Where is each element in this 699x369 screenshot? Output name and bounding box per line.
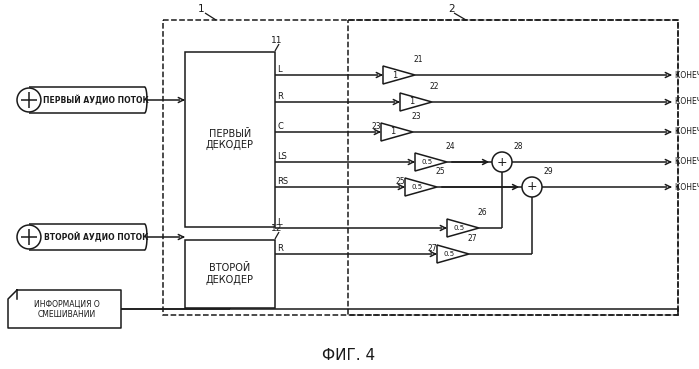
Bar bbox=[29, 224, 147, 250]
Text: 25: 25 bbox=[435, 167, 445, 176]
Text: 21: 21 bbox=[413, 55, 422, 64]
Bar bbox=[185, 52, 275, 227]
Circle shape bbox=[522, 177, 542, 197]
Text: 26: 26 bbox=[477, 208, 487, 217]
Text: 0.5: 0.5 bbox=[454, 225, 465, 231]
Bar bbox=[29, 87, 147, 113]
Circle shape bbox=[17, 225, 41, 249]
Text: КОНЕЧНЫЙ C: КОНЕЧНЫЙ C bbox=[675, 128, 699, 137]
Text: L: L bbox=[277, 218, 282, 227]
Text: 1: 1 bbox=[393, 70, 398, 79]
Polygon shape bbox=[437, 245, 469, 263]
Text: L: L bbox=[277, 65, 282, 74]
Circle shape bbox=[17, 88, 41, 112]
Text: ИНФОРМАЦИЯ О
СМЕШИВАНИИ: ИНФОРМАЦИЯ О СМЕШИВАНИИ bbox=[34, 299, 99, 319]
Text: КОНЕЧНЫЙ R: КОНЕЧНЫЙ R bbox=[675, 97, 699, 107]
Text: LS: LS bbox=[277, 152, 287, 161]
Text: 1: 1 bbox=[198, 4, 205, 14]
Text: ФИГ. 4: ФИГ. 4 bbox=[322, 348, 375, 362]
Text: ВТОРОЙ АУДИО ПОТОК: ВТОРОЙ АУДИО ПОТОК bbox=[44, 232, 148, 242]
Text: +: + bbox=[526, 180, 538, 193]
Text: 29: 29 bbox=[543, 167, 553, 176]
Polygon shape bbox=[447, 219, 479, 237]
Polygon shape bbox=[415, 153, 447, 171]
Bar bbox=[348, 20, 678, 315]
Text: RS: RS bbox=[277, 177, 288, 186]
Text: 12: 12 bbox=[271, 224, 282, 233]
Text: КОНЕЧНЫЙ L: КОНЕЧНЫЙ L bbox=[675, 70, 699, 79]
Text: R: R bbox=[277, 92, 283, 101]
Text: ПЕРВЫЙ
ДЕКОДЕР: ПЕРВЫЙ ДЕКОДЕР bbox=[206, 129, 254, 150]
Text: 11: 11 bbox=[271, 36, 282, 45]
Text: 24: 24 bbox=[445, 142, 454, 151]
Circle shape bbox=[492, 152, 512, 172]
Text: ВТОРОЙ
ДЕКОДЕР: ВТОРОЙ ДЕКОДЕР bbox=[206, 263, 254, 285]
Text: 2: 2 bbox=[448, 4, 454, 14]
Text: +: + bbox=[497, 155, 507, 169]
Text: 0.5: 0.5 bbox=[421, 159, 433, 165]
Text: 0.5: 0.5 bbox=[412, 184, 423, 190]
Text: КОНЕЧНЫЙ LS: КОНЕЧНЫЙ LS bbox=[675, 158, 699, 166]
Text: 28: 28 bbox=[513, 142, 522, 151]
Text: КОНЕЧНЫЙ RS: КОНЕЧНЫЙ RS bbox=[675, 183, 699, 192]
Text: 0.5: 0.5 bbox=[444, 251, 455, 257]
Polygon shape bbox=[381, 123, 413, 141]
Text: 22: 22 bbox=[430, 82, 440, 91]
Text: 1: 1 bbox=[410, 97, 415, 107]
Text: R: R bbox=[277, 244, 283, 253]
Text: 27: 27 bbox=[427, 244, 437, 253]
Text: 1: 1 bbox=[391, 128, 396, 137]
Text: 25: 25 bbox=[395, 177, 405, 186]
Polygon shape bbox=[383, 66, 415, 84]
Text: ПЕРВЫЙ АУДИО ПОТОК: ПЕРВЫЙ АУДИО ПОТОК bbox=[43, 95, 149, 105]
Polygon shape bbox=[405, 178, 437, 196]
Text: 23: 23 bbox=[411, 112, 421, 121]
Polygon shape bbox=[400, 93, 432, 111]
Bar bbox=[163, 20, 678, 315]
Text: C: C bbox=[277, 122, 283, 131]
Text: 23: 23 bbox=[371, 122, 381, 131]
Bar bbox=[185, 240, 275, 308]
Text: 27: 27 bbox=[467, 234, 477, 243]
